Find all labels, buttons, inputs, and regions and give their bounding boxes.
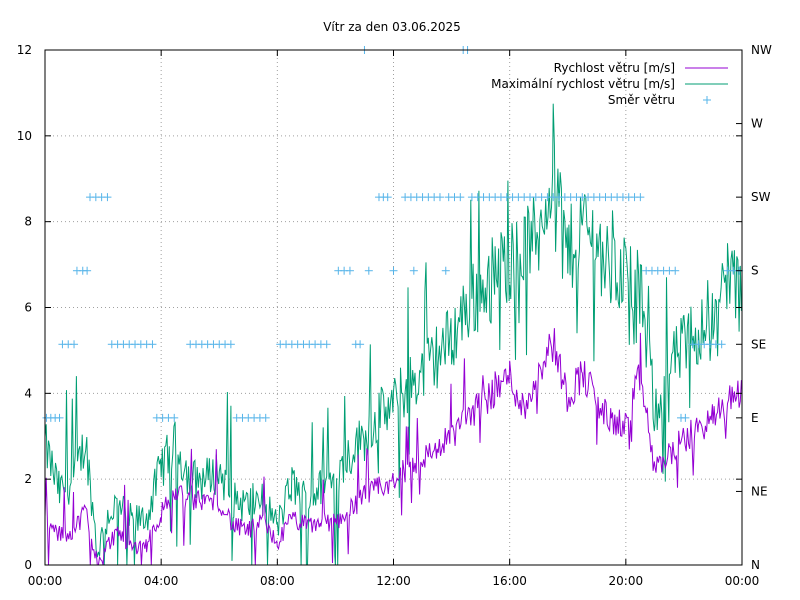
legend-entry-direction: Směr větru	[608, 93, 711, 107]
y2-tick-label: S	[751, 264, 759, 278]
y2-tick-label: NE	[751, 484, 768, 498]
y-tick-label: 6	[24, 301, 32, 315]
series-line-gust	[44, 103, 743, 566]
x-tick-label: 04:00	[144, 574, 179, 588]
legend: Rychlost větru [m/s] Maximální rychlost …	[491, 61, 728, 107]
direction-point	[456, 193, 465, 202]
y2-tick-label: SW	[751, 190, 771, 204]
direction-point	[345, 266, 354, 275]
direction-point	[103, 193, 112, 202]
y-tick-label: 8	[24, 215, 32, 229]
x-tick-label: 00:00	[725, 574, 760, 588]
direction-point	[261, 413, 270, 422]
series-line-speed	[44, 328, 743, 566]
x-tick-label: 00:00	[28, 574, 63, 588]
x-tick-label: 12:00	[376, 574, 411, 588]
y-tick-label: 10	[17, 129, 32, 143]
direction-point	[83, 266, 92, 275]
direction-point	[226, 340, 235, 349]
chart-title: Vítr za den 03.06.2025	[323, 20, 461, 34]
direction-point	[356, 340, 365, 349]
direction-point	[671, 266, 680, 275]
y2-tick-label: SE	[751, 337, 766, 351]
y-tick-label: 4	[24, 386, 32, 400]
y-tick-label: 2	[24, 472, 32, 486]
x-tick-label: 08:00	[260, 574, 295, 588]
direction-point	[170, 413, 179, 422]
legend-entry-speed: Rychlost větru [m/s]	[554, 61, 728, 75]
direction-point	[55, 413, 64, 422]
direction-point	[681, 413, 690, 422]
grid-lines	[45, 50, 742, 565]
axis-ticks: 0 2 4 6 8 10 12 00:00 04:00 08:00 12:00 16:00 20:00 0…	[17, 43, 772, 588]
y2-tick-label: N	[751, 558, 760, 572]
direction-point	[409, 266, 418, 275]
y2-tick-label: E	[751, 411, 759, 425]
legend-entry-gust: Maximální rychlost větru [m/s]	[491, 77, 728, 91]
direction-point	[383, 193, 392, 202]
legend-swatch-direction	[703, 96, 711, 104]
direction-point	[435, 193, 444, 202]
y-tick-label: 12	[17, 43, 32, 57]
direction-point	[364, 266, 373, 275]
x-tick-label: 16:00	[492, 574, 527, 588]
y2-tick-label: NW	[751, 43, 772, 57]
direction-point	[322, 340, 331, 349]
y2-tick-label: W	[751, 117, 763, 131]
direction-point	[441, 266, 450, 275]
direction-point	[389, 266, 398, 275]
direction-point	[717, 340, 726, 349]
legend-label-gust: Maximální rychlost větru [m/s]	[491, 77, 675, 91]
direction-point	[70, 340, 79, 349]
x-tick-label: 20:00	[609, 574, 644, 588]
series-layer	[42, 46, 744, 566]
direction-point	[148, 340, 157, 349]
legend-label-speed: Rychlost větru [m/s]	[554, 61, 675, 75]
direction-point	[636, 193, 645, 202]
y-tick-label: 0	[24, 558, 32, 572]
legend-label-direction: Směr větru	[608, 93, 675, 107]
